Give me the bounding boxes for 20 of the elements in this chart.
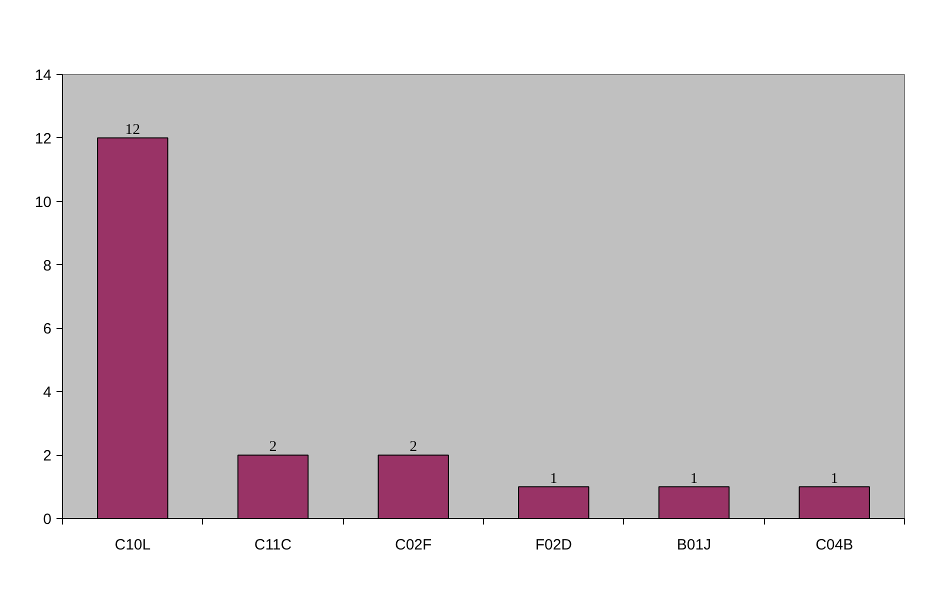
data-label: 1: [690, 470, 698, 487]
data-label: 2: [269, 439, 277, 456]
y-tick-label: 12: [34, 130, 52, 148]
x-tick-label: C02F: [394, 536, 432, 554]
x-tick-label: B01J: [676, 536, 712, 554]
data-label: 2: [410, 439, 418, 456]
y-tick-label: 6: [43, 320, 52, 338]
y-tick-label: 0: [43, 511, 52, 528]
x-tick-label: C11C: [254, 536, 292, 554]
y-tick-label: 4: [43, 384, 52, 402]
y-tick-label: 2: [43, 448, 52, 465]
x-tick-label: C10L: [114, 536, 151, 554]
y-tick-label: 10: [34, 194, 52, 211]
data-label: 1: [550, 470, 558, 487]
y-tick-label: 14: [34, 67, 52, 84]
data-label: 12: [125, 122, 140, 138]
data-label: 1: [830, 470, 838, 487]
y-tick-label: 8: [43, 257, 52, 274]
x-tick-label: F02D: [535, 536, 572, 554]
x-tick-label: C04B: [816, 536, 854, 554]
